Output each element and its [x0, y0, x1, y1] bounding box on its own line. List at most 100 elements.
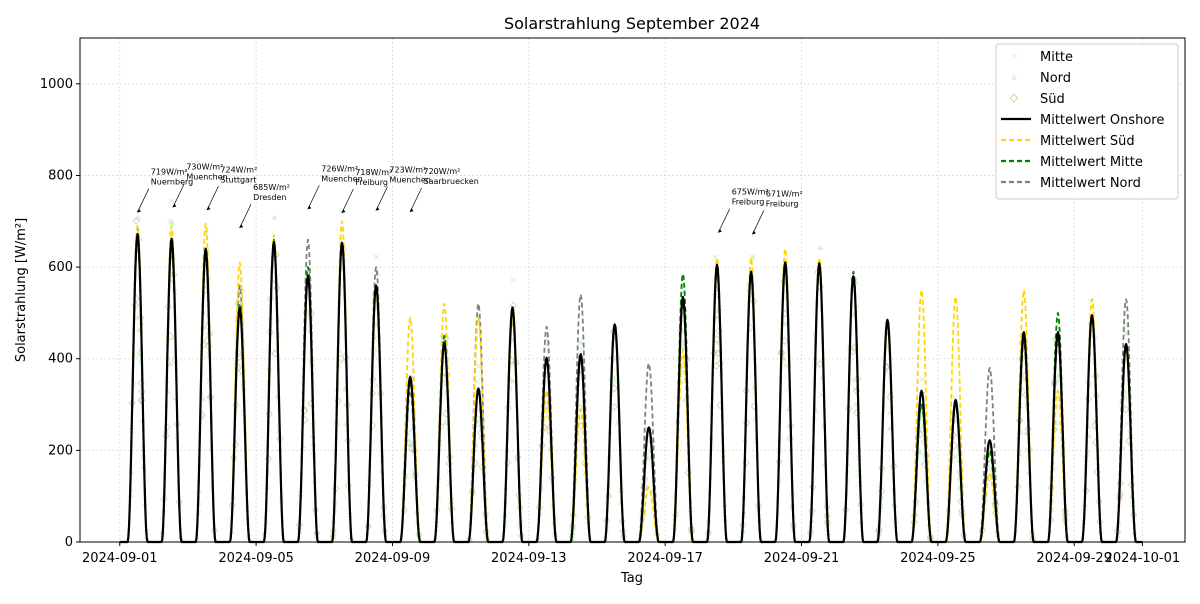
scatter-point-nord [271, 214, 278, 220]
annotation-arrow [752, 210, 765, 234]
scatter-point-mitte [1123, 420, 1130, 427]
x-tick-label: 2024-09-05 [218, 551, 294, 566]
y-tick-label: 1000 [40, 77, 73, 92]
scatter-point-nord [167, 360, 174, 367]
y-tick-label: 800 [48, 168, 73, 183]
annotation-label: 675W/m² [732, 188, 769, 197]
scatter-point-nord [509, 377, 516, 384]
scatter-point-mitte [951, 394, 957, 400]
annotation-arrowhead [341, 209, 346, 214]
annotation-arrow [342, 188, 354, 213]
axes-layer: 0 200 400 600 800 1000 2024-09-01 2024-09-05 202… [40, 77, 1180, 566]
scatter-point-mitte [1020, 385, 1027, 392]
annotation-label: Muenchen [321, 174, 362, 183]
annotation-label: 718W/m² [355, 168, 392, 177]
legend-label: Mittelwert Nord [1040, 176, 1141, 191]
annotation-label: 671W/m² [766, 190, 803, 199]
scatter-point-sued [850, 343, 858, 353]
annotation-label: Muenchen [389, 176, 430, 185]
scatter-point-mitte [919, 376, 926, 383]
annotation-arrowhead [136, 208, 141, 213]
legend-label: Mittelwert Mitte [1040, 155, 1143, 170]
legend-label: Süd [1040, 92, 1065, 107]
annotation-arrow [376, 186, 388, 210]
legend-marker-mitte [1010, 52, 1018, 60]
annotation-arrowhead [409, 208, 414, 213]
legend-label: Nord [1040, 71, 1071, 86]
annotation-arrowhead [375, 206, 380, 211]
annotation-label: Stuttgart [220, 175, 256, 184]
legend-label: Mitte [1040, 50, 1073, 65]
scatter-point-nord [135, 214, 142, 220]
x-tick-label: 2024-09-25 [900, 551, 976, 566]
annotation-arrowhead [717, 228, 722, 233]
annotation-label: 723W/m² [389, 166, 426, 175]
annotation-label: Freiburg [355, 178, 388, 187]
annotation-arrowhead [172, 203, 177, 208]
annotation-label: Nuernberg [151, 178, 193, 187]
y-tick-label: 400 [48, 352, 73, 367]
x-tick-label: 2024-10-01 [1105, 551, 1181, 566]
x-tick-label: 2024-09-01 [82, 551, 158, 566]
scatter-point-sued [713, 335, 721, 344]
scatter-point-nord [577, 339, 584, 345]
scatter-point-nord [1122, 321, 1129, 327]
scatter-point-sued [610, 384, 618, 393]
x-tick-label: 2024-09-21 [764, 551, 840, 566]
annotation-arrowhead [206, 206, 211, 211]
y-tick-label: 0 [65, 535, 73, 550]
scatter-point-sued [465, 535, 473, 544]
annotation-arrow [173, 183, 185, 207]
scatter-point-nord [442, 419, 449, 426]
x-tick-label: 2024-09-17 [627, 551, 703, 566]
legend-label: Mittelwert Onshore [1040, 113, 1164, 128]
annotation-label: 685W/m² [253, 183, 290, 192]
legend-marker-sued [1009, 93, 1019, 103]
annotation-label: Saarbruecken [424, 177, 479, 186]
scatter-point-nord [1122, 329, 1129, 336]
annotation-label: 730W/m² [186, 163, 223, 172]
scatter-point-mitte [849, 377, 856, 384]
grid-layer [80, 38, 1185, 543]
annotation-label: 726W/m² [321, 164, 358, 173]
y-axis-label: Solarstrahlung [W/m²] [14, 218, 29, 362]
scatter-point-mitte [543, 424, 550, 431]
annotation-arrowhead [751, 230, 756, 235]
x-tick-label: 2024-09-09 [355, 551, 431, 566]
scatter-point-sued [712, 361, 720, 371]
scatter-point-sued [610, 402, 618, 412]
annotation-arrowhead [307, 205, 312, 210]
scatter-point-mitte [475, 363, 482, 370]
scatter-point-sued [1122, 405, 1130, 414]
x-axis-label: Tag [620, 571, 643, 586]
scatter-point-mitte [374, 382, 380, 389]
legend-box [995, 43, 1179, 200]
scatter-point-mitte [373, 254, 380, 260]
annotation-label: Freiburg [766, 200, 799, 209]
plot-frame [79, 37, 1186, 543]
legend-marker-nord [1011, 74, 1017, 80]
scatter-point-sued [816, 359, 824, 369]
annotation-label: 720W/m² [424, 167, 461, 176]
annotation-label: 719W/m² [151, 168, 188, 177]
scatter-point-mitte [783, 362, 789, 369]
scatter-point-sued [849, 347, 857, 356]
x-tick-label: 2024-09-29 [1036, 551, 1112, 566]
scatter-point-nord [169, 219, 176, 226]
annotation-arrow [718, 208, 731, 232]
scatter-point-mitte [408, 440, 414, 447]
annotation-arrow [239, 203, 252, 228]
annotation-label: 724W/m² [220, 165, 257, 174]
annotation-arrow [207, 186, 219, 210]
y-tick-label: 200 [48, 443, 73, 458]
scatter-point-nord [817, 244, 824, 251]
y-tick-label: 600 [48, 260, 73, 275]
x-tick-label: 2024-09-13 [491, 551, 567, 566]
chart-title: Solarstrahlung September 2024 [504, 14, 760, 33]
legend: Mitte Nord Süd Mittelwert Onshore Mittelwert… [995, 43, 1179, 200]
annotation-arrowhead [239, 224, 244, 229]
scatter-point-mitte [168, 198, 175, 205]
annotation-arrow [307, 185, 320, 209]
